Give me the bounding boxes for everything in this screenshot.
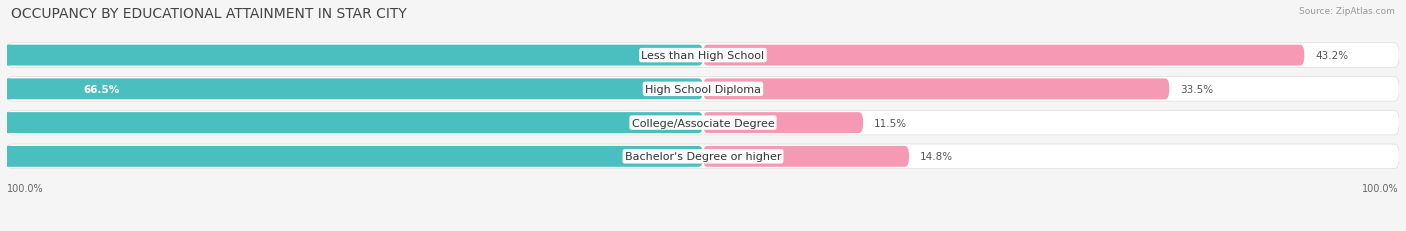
FancyBboxPatch shape [703, 46, 1305, 66]
FancyBboxPatch shape [703, 79, 1170, 100]
FancyBboxPatch shape [0, 79, 703, 100]
Text: College/Associate Degree: College/Associate Degree [631, 118, 775, 128]
FancyBboxPatch shape [703, 113, 863, 134]
Text: 33.5%: 33.5% [1181, 85, 1213, 94]
Text: 100.0%: 100.0% [7, 183, 44, 193]
FancyBboxPatch shape [7, 44, 1399, 68]
Text: Bachelor's Degree or higher: Bachelor's Degree or higher [624, 152, 782, 162]
Text: High School Diploma: High School Diploma [645, 85, 761, 94]
FancyBboxPatch shape [0, 146, 703, 167]
Text: 14.8%: 14.8% [920, 152, 953, 162]
FancyBboxPatch shape [0, 46, 703, 66]
FancyBboxPatch shape [7, 111, 1399, 135]
FancyBboxPatch shape [0, 113, 703, 134]
FancyBboxPatch shape [7, 144, 1399, 169]
FancyBboxPatch shape [7, 77, 1399, 102]
Text: 100.0%: 100.0% [1362, 183, 1399, 193]
FancyBboxPatch shape [703, 146, 910, 167]
Text: 43.2%: 43.2% [1316, 51, 1348, 61]
Text: Less than High School: Less than High School [641, 51, 765, 61]
Text: OCCUPANCY BY EDUCATIONAL ATTAINMENT IN STAR CITY: OCCUPANCY BY EDUCATIONAL ATTAINMENT IN S… [11, 7, 406, 21]
Text: 11.5%: 11.5% [875, 118, 907, 128]
Text: Source: ZipAtlas.com: Source: ZipAtlas.com [1299, 7, 1395, 16]
Text: 66.5%: 66.5% [83, 85, 120, 94]
